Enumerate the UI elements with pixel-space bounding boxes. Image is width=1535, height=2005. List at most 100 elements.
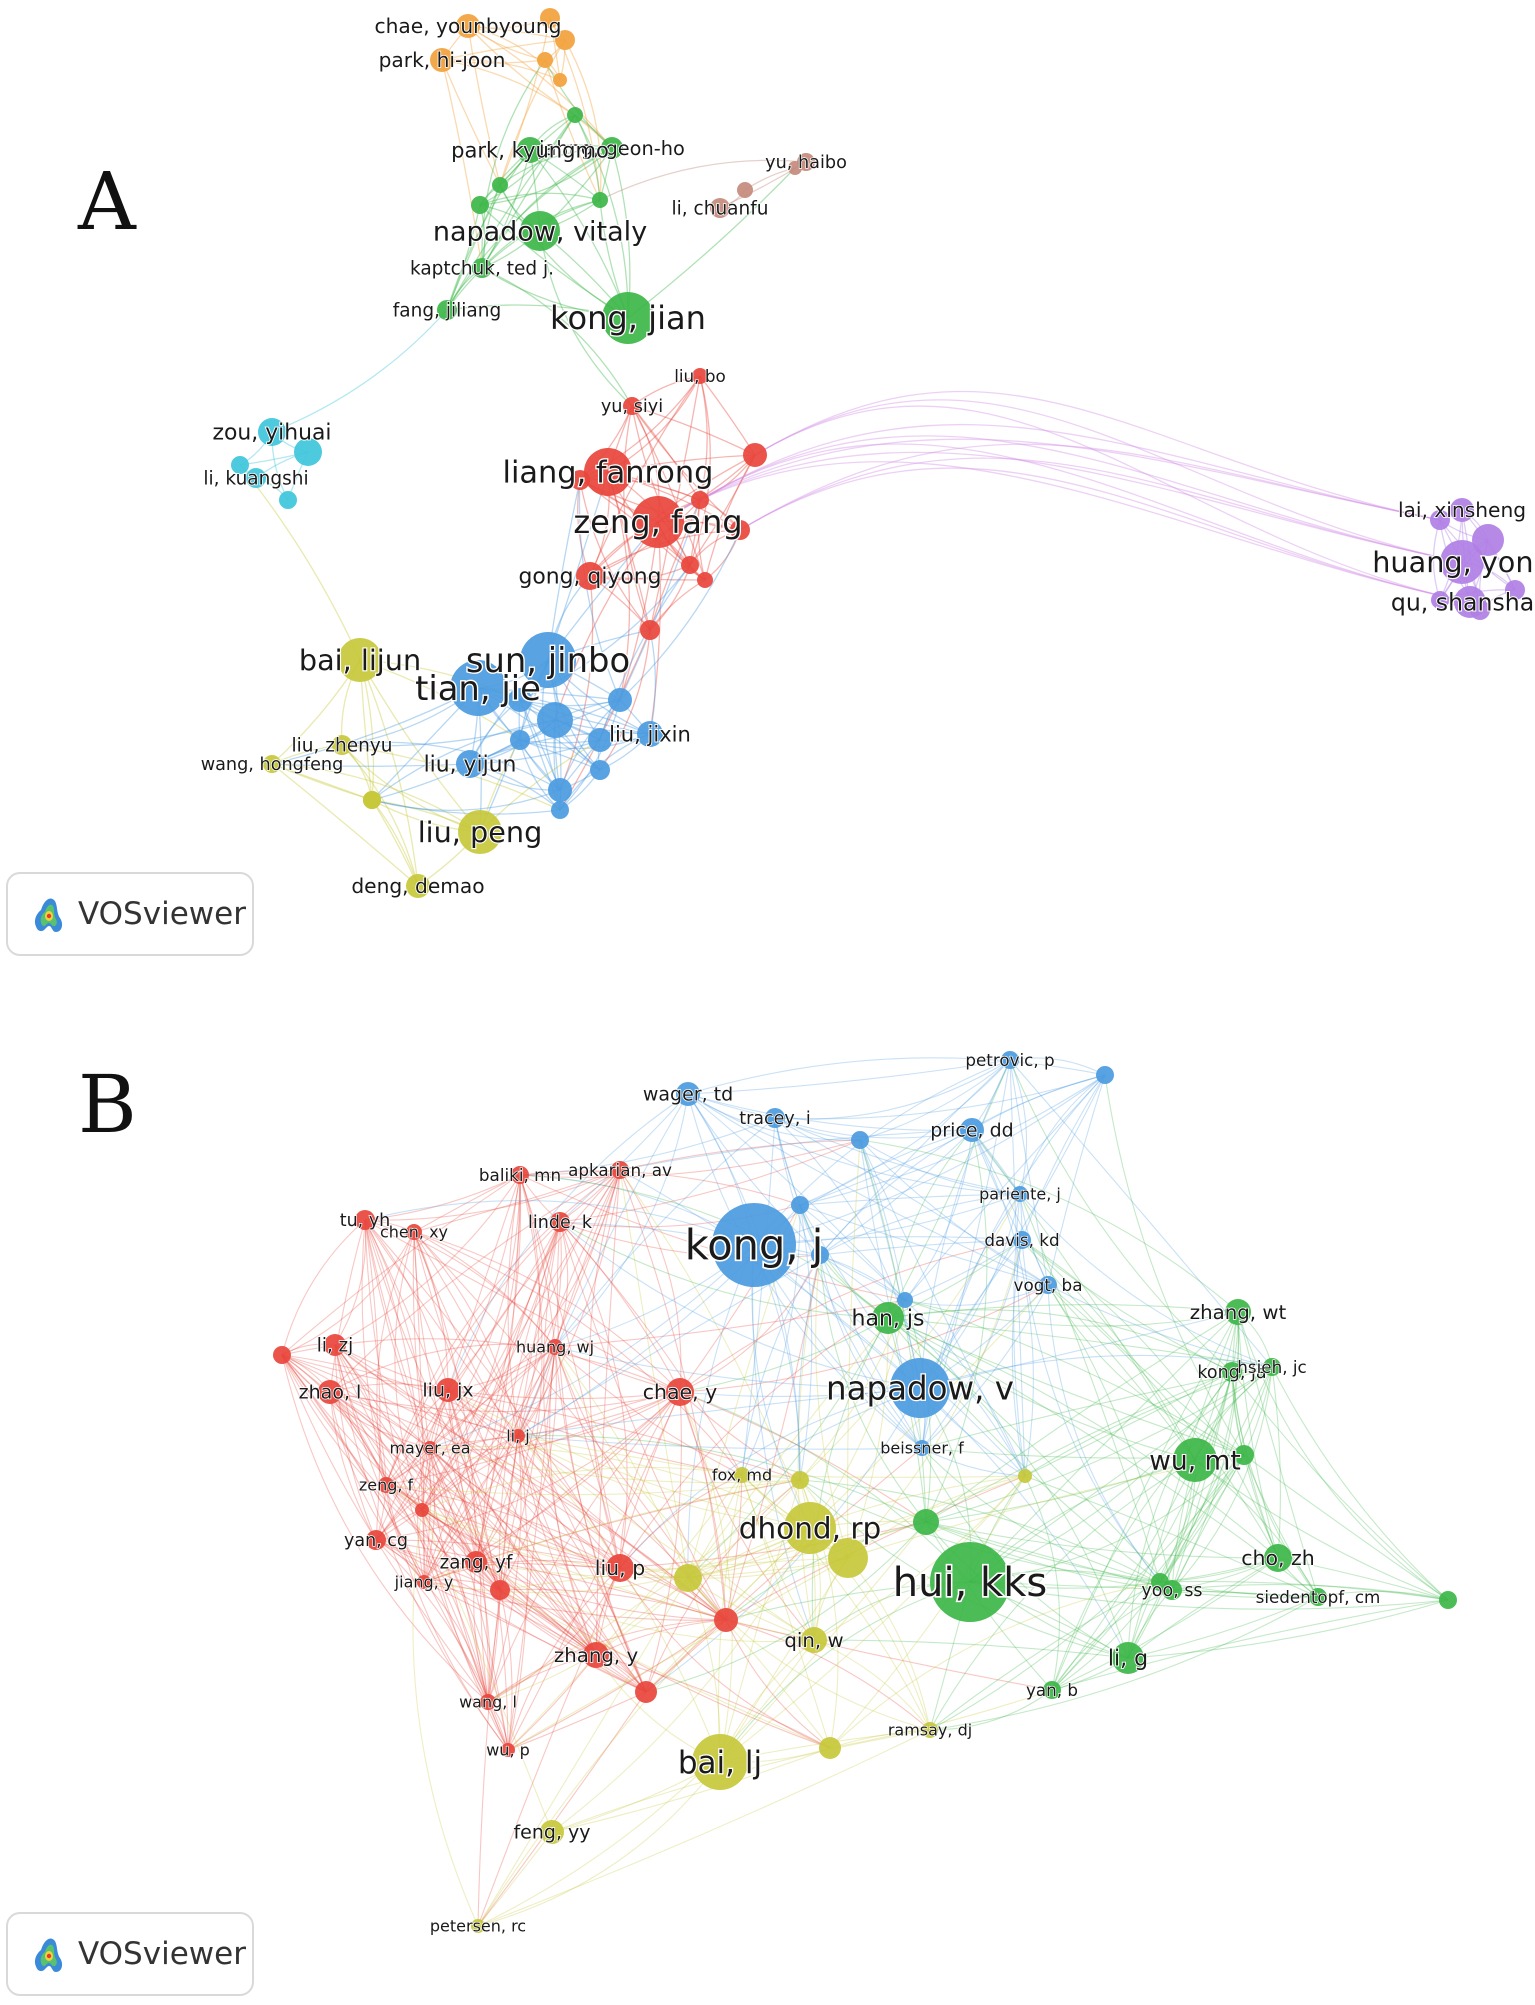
link-line [480,1221,561,1703]
link-line [859,1139,1021,1195]
link-line [1237,1311,1319,1598]
link-line [421,1435,519,1511]
link-line [687,1299,906,1579]
link-line [517,1435,811,1529]
link-line [689,454,756,566]
link-line [687,1244,755,1579]
link-line [969,1371,1233,1583]
link-line [1009,1059,1028,1195]
link-line [334,1219,367,1346]
author-node [472,258,492,278]
link-line [364,1219,489,1703]
vosviewer-badge-b: VOSviewer [6,1912,254,1996]
link-line [699,375,708,501]
link-line [364,1169,621,1221]
author-node [897,1292,913,1308]
author-label: petrovic, p [965,1050,1054,1070]
author-node [1431,591,1449,609]
link-line [423,1447,436,1583]
link-line [754,399,1463,563]
link-line [1051,1366,1273,1691]
link-line [554,1169,621,1348]
link-line [507,1391,681,1751]
link-line [679,1387,921,1398]
link-line [687,1093,923,1449]
link-line [334,1174,521,1346]
link-line [559,1221,681,1393]
link-line [579,479,651,631]
link-line [413,1169,621,1233]
link-line [741,1474,815,1641]
author-node [960,1118,984,1142]
author-node [791,1196,809,1214]
author-label: jahng, geon-ho [538,137,685,160]
link-line [925,1521,1161,1583]
author-node [734,1467,750,1483]
author-label: fox, md [712,1466,772,1485]
link-line [1021,1239,1279,1559]
link-line [819,1059,1011,1256]
link-line [499,1588,727,1621]
link-line [507,1691,647,1751]
link-line [281,1354,425,1583]
link-line [619,1169,689,1579]
link-line [429,1447,509,1751]
link-line [423,1346,556,1583]
link-line [423,1169,621,1583]
author-label: liang, fanrong [503,456,714,491]
author-node [623,397,641,415]
link-line [811,1317,889,1641]
link-line [554,1346,647,1693]
link-line [475,1561,727,1621]
link-line [441,39,566,61]
link-line [631,405,691,566]
link-line [517,1391,681,1437]
author-label: deng, demao [351,874,484,898]
link-line [413,1231,477,1563]
link-line [919,1387,1129,1659]
link-line [619,1391,681,1569]
author-node [1151,1573,1169,1591]
author-node [583,1642,609,1668]
author-node [743,443,767,467]
author-node [637,721,663,747]
link-line [481,267,633,407]
link-line [619,1299,906,1569]
link-line [446,199,601,311]
link-line [649,375,701,631]
link-line [329,1383,449,1393]
link-line [447,1389,621,1569]
link-line [447,1221,561,1391]
author-node [555,30,575,50]
link-line [519,1169,621,1176]
link-line [619,1169,811,1529]
link-line [544,59,601,201]
link-line [929,1581,1161,1731]
link-line [481,59,546,269]
author-node [294,438,322,466]
link-line [774,1117,923,1449]
link-line [499,17,551,186]
link-line [507,1435,529,1751]
link-line [1047,1284,1161,1583]
link-line [447,1389,597,1656]
link-line [475,1479,801,1563]
link-line [371,789,561,811]
author-node [471,1919,485,1933]
author-node [1505,580,1525,600]
link-line [507,1654,597,1751]
link-line [281,1354,449,1391]
link-line [517,1435,621,1569]
author-node [1470,600,1490,620]
author-node [318,1380,342,1404]
author-node [363,791,381,809]
link-line [447,1093,689,1391]
author-node [602,292,654,344]
link-line [887,1317,1173,1591]
link-line [859,1059,1011,1141]
link-line [517,1435,647,1693]
link-line [477,1729,931,1927]
link-line [1047,1284,1173,1591]
link-line [477,1831,553,1927]
link-line [554,1346,815,1641]
